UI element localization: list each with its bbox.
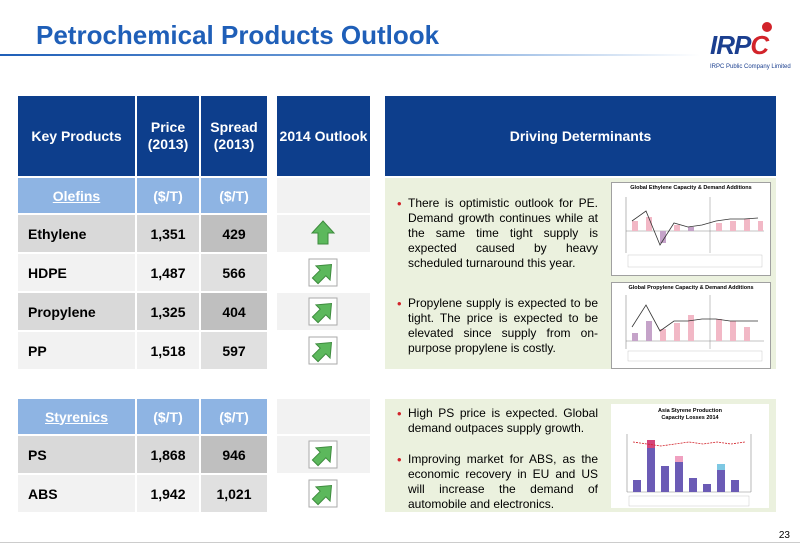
page-title: Petrochemical Products Outlook [36,20,440,50]
propylene-chart-thumbnail: Global Propylene Capacity & Demand Addit… [611,282,771,369]
table-row: PP [18,332,135,369]
header-determinants: Driving Determinants [385,96,776,176]
header-key-products: Key Products [18,96,135,176]
outlook-cell [277,332,370,369]
category-styrenics: Styrenics [18,399,135,434]
arrow-up-right-icon [308,479,338,508]
price-cell: 1,325 [137,293,199,330]
ethylene-chart-thumbnail: Global Ethylene Capacity & Demand Additi… [611,182,771,276]
spread-cell: 946 [201,436,267,473]
category-olefins: Olefins [18,178,135,213]
determinant-bullet: • Improving market for ABS, as the econom… [397,452,598,511]
bullet-dot-icon: • [397,196,402,211]
page-number: 23 [778,530,790,541]
bullet-dot-icon: • [397,296,402,311]
spread-cell: 566 [201,254,267,291]
table-row: PS [18,436,135,473]
bullet-dot-icon: • [397,452,402,467]
company-logo: IRPC IRPC Public Company Limited [710,20,791,78]
determinant-bullet: • Propylene supply is expected to be tigh… [397,296,598,355]
logo-dot-icon [762,22,772,32]
determinant-bullet: • High PS price is expected. Global deman… [397,406,598,435]
price-cell: 1,868 [137,436,199,473]
outlook-cell [277,215,370,252]
arrow-up-icon [310,220,336,245]
determinant-bullet: • There is optimistic outlook for PE. Dem… [397,196,598,270]
footer-divider [0,542,800,543]
spread-cell: 404 [201,293,267,330]
header-price: Price (2013) [137,96,199,176]
price-cell: 1,487 [137,254,199,291]
arrow-up-right-icon [308,297,338,326]
table-row: HDPE [18,254,135,291]
spread-cell: 1,021 [201,475,267,512]
styrene-chart-thumbnail: Asia Styrene Production Capacity Losses 2… [611,404,769,508]
arrow-up-right-icon [308,258,338,287]
olefins-spread-unit: ($/T) [201,178,267,213]
logo-text-main: IRP [710,30,751,60]
ethylene-chart-graphic [625,197,764,268]
price-cell: 1,518 [137,332,199,369]
logo-subtitle: IRPC Public Company Limited [710,64,791,70]
header-outlook: 2014 Outlook [277,96,370,176]
spread-cell: 429 [201,215,267,252]
arrow-up-right-icon [308,440,338,469]
styrene-chart-graphic [626,434,752,507]
styrenics-price-unit: ($/T) [137,399,199,434]
header-spread: Spread (2013) [201,96,267,176]
price-cell: 1,351 [137,215,199,252]
price-cell: 1,942 [137,475,199,512]
table-row: Ethylene [18,215,135,252]
outlook-blank-cell [277,178,370,213]
outlook-cell [277,475,370,512]
olefins-price-unit: ($/T) [137,178,199,213]
styrenics-spread-unit: ($/T) [201,399,267,434]
bullet-dot-icon: • [397,406,402,421]
table-row: Propylene [18,293,135,330]
outlook-cell [277,293,370,330]
spread-cell: 597 [201,332,267,369]
propylene-chart-graphic [625,295,764,362]
outlook-cell [277,254,370,291]
outlook-cell [277,436,370,473]
title-underline [0,54,700,56]
outlook-blank-cell [277,399,370,434]
logo-text-accent: C [750,30,769,60]
table-row: ABS [18,475,135,512]
arrow-up-right-icon [308,336,338,365]
